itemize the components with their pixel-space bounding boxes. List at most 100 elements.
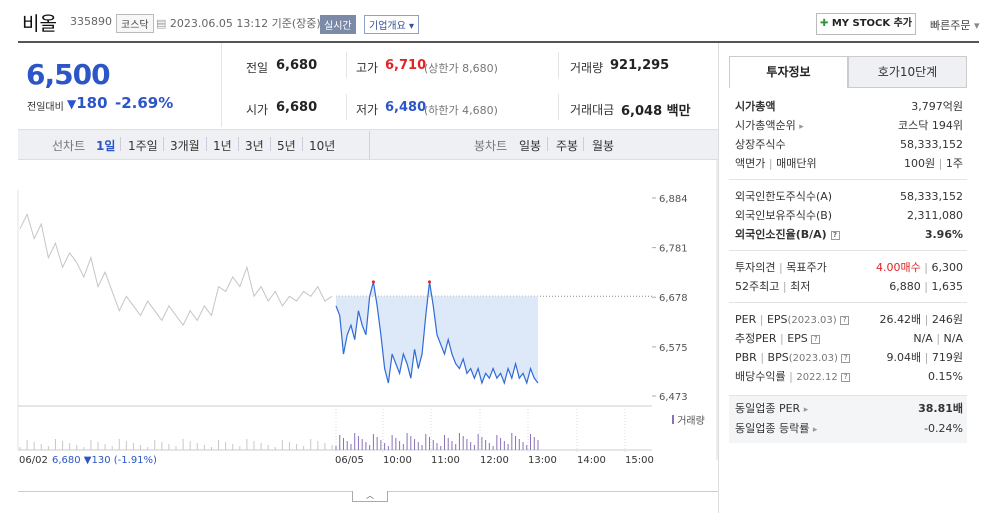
foreign-rate-row: 외국인소진율(B/A) ? 3.96% bbox=[735, 226, 963, 244]
high-value: 6,710 bbox=[385, 58, 427, 73]
period-1d[interactable]: 1일 bbox=[96, 139, 116, 153]
candle-weekly[interactable]: 주봉 bbox=[556, 139, 579, 153]
target-value: 6,300 bbox=[931, 261, 964, 274]
upper-limit: (상한가 8,680) bbox=[424, 62, 498, 75]
y-tick-label: 6,473 bbox=[659, 392, 688, 403]
w52-low-label: 최저 bbox=[790, 280, 811, 293]
divider bbox=[346, 52, 347, 78]
par-row: 액면가 | 매매단위 100원 | 1주 bbox=[735, 157, 963, 170]
unit-label: 매매단위 bbox=[776, 157, 817, 170]
x-tick: 14:00 bbox=[577, 455, 606, 466]
quick-order-button[interactable]: 빠른주문 ▾ bbox=[930, 17, 980, 33]
down-arrow-icon: ▼ bbox=[67, 97, 77, 111]
open-value: 6,680 bbox=[276, 100, 318, 115]
shares-value: 58,333,152 bbox=[900, 138, 963, 151]
today-series bbox=[335, 281, 539, 385]
amount-number: 6,048 bbox=[621, 104, 663, 119]
y-tick-label: 6,781 bbox=[659, 244, 688, 255]
datetime: ▤ 2023.06.05 13:12 기준(장중) bbox=[156, 15, 321, 31]
foreign-rate-label: 외국인소진율(B/A) bbox=[735, 228, 827, 241]
period-1w[interactable]: 1주일 bbox=[128, 139, 158, 153]
divider bbox=[302, 137, 303, 151]
stock-code: 335890 bbox=[70, 15, 112, 28]
divider bbox=[558, 52, 559, 78]
candle-daily[interactable]: 일봉 bbox=[519, 139, 542, 153]
divider bbox=[729, 179, 967, 180]
eps-year: (2023.03) bbox=[787, 315, 837, 326]
sector-per-row[interactable]: 동일업종 PER ▸ 38.81배 bbox=[735, 400, 963, 418]
tab-investment-info[interactable]: 투자정보 bbox=[729, 56, 848, 88]
eps-label: EPS bbox=[766, 313, 788, 326]
prev-day-series bbox=[19, 213, 333, 327]
help-icon[interactable]: ? bbox=[811, 334, 821, 344]
opinion-label: 투자의견 bbox=[735, 261, 776, 274]
period-3m[interactable]: 3개월 bbox=[170, 139, 200, 153]
sector-chg-row[interactable]: 동일업종 등락률 ▸ -0.24% bbox=[735, 420, 963, 438]
opinion-value: 4.00매수 bbox=[876, 261, 921, 274]
cap-rank-row[interactable]: 시가총액순위 ▸ 코스닥 194위 bbox=[735, 117, 963, 135]
chart-toolbar bbox=[18, 129, 718, 160]
volume-legend-label: 거래량 bbox=[677, 416, 705, 427]
chevron-down-icon: ▾ bbox=[973, 19, 980, 32]
prev-value: 6,680 bbox=[276, 58, 318, 73]
amount-value: 6,048 백만 bbox=[621, 100, 691, 119]
period-10y[interactable]: 10년 bbox=[309, 139, 336, 153]
candle-monthly[interactable]: 월봉 bbox=[592, 139, 615, 153]
amount-unit: 백만 bbox=[666, 104, 691, 119]
pbr-label: PBR bbox=[735, 351, 757, 364]
market-cap-value: 3,797억원 bbox=[911, 100, 963, 113]
chevron-up-icon: ︿ bbox=[366, 491, 374, 500]
divider bbox=[346, 94, 347, 120]
chevron-down-icon: ▾ bbox=[409, 21, 415, 32]
divider bbox=[547, 137, 548, 151]
change-label: 전일대비 bbox=[27, 102, 64, 113]
div-label: 배당수익률 bbox=[735, 370, 786, 383]
par-label: 액면가 bbox=[735, 157, 766, 170]
sector-chg-value: -0.24% bbox=[924, 422, 963, 435]
help-icon[interactable]: ? bbox=[830, 230, 840, 240]
bps-year: (2023.03) bbox=[788, 353, 838, 364]
calendar-icon: ▤ bbox=[156, 17, 167, 30]
period-3y[interactable]: 3년 bbox=[245, 139, 264, 153]
price-change: ▼180 bbox=[67, 94, 108, 112]
est-per-row: 추정PER | EPS ? N/A | N/A bbox=[735, 332, 963, 345]
period-5y[interactable]: 5년 bbox=[277, 139, 296, 153]
shares-label: 상장주식수 bbox=[735, 138, 786, 151]
div-year: 2022.12 bbox=[796, 372, 838, 383]
realtime-badge: 실시간 bbox=[320, 15, 356, 34]
sector-chg-label: 동일업종 등락률 bbox=[735, 422, 810, 435]
plus-icon: ✚ bbox=[819, 18, 829, 29]
help-icon[interactable]: ? bbox=[841, 353, 851, 363]
divider bbox=[270, 137, 271, 151]
quick-order-label: 빠른주문 bbox=[930, 19, 971, 32]
header-divider bbox=[18, 41, 979, 43]
div-value: 0.15% bbox=[928, 370, 963, 383]
market-badge: 코스닥 bbox=[116, 14, 154, 33]
corp-info-button[interactable]: 기업개요 ▾ bbox=[364, 15, 420, 34]
y-tick-label: 6,575 bbox=[659, 343, 688, 354]
chevron-right-icon: ▸ bbox=[812, 425, 818, 435]
cap-rank-label: 시가총액순위 bbox=[735, 119, 796, 132]
foreign-hold-row: 외국인보유주식수(B) 2,311,080 bbox=[735, 207, 963, 225]
foreign-limit-value: 58,333,152 bbox=[900, 190, 963, 203]
x-tick: 10:00 bbox=[383, 455, 412, 466]
foreign-rate-value: 3.96% bbox=[924, 228, 963, 241]
chevron-right-icon: ▸ bbox=[799, 122, 804, 132]
mystock-add-button[interactable]: ✚ MY STOCK 추가 bbox=[816, 13, 916, 35]
market-cap-label: 시가총액 bbox=[735, 100, 776, 113]
x-tick: 12:00 bbox=[480, 455, 509, 466]
help-icon[interactable]: ? bbox=[840, 315, 850, 325]
y-tick-label: 6,678 bbox=[659, 293, 688, 304]
sector-per-label: 동일업종 PER bbox=[735, 402, 801, 415]
period-1y[interactable]: 1년 bbox=[213, 139, 232, 153]
shares-row: 상장주식수 58,333,152 bbox=[735, 136, 963, 154]
foreign-limit-row: 외국인한도주식수(A) 58,333,152 bbox=[735, 188, 963, 206]
foreign-hold-label: 외국인보유주식수(B) bbox=[735, 209, 833, 222]
help-icon[interactable]: ? bbox=[841, 372, 851, 382]
unit-value: 1주 bbox=[945, 157, 963, 170]
datetime-basis: 기준(장중) bbox=[271, 17, 321, 30]
tab-order-book[interactable]: 호가10단계 bbox=[848, 56, 967, 88]
collapse-button[interactable]: ︿ bbox=[352, 491, 388, 502]
opinion-row: 투자의견 | 목표주가 4.00매수 | 6,300 bbox=[735, 261, 964, 274]
volume-label: 거래량 bbox=[570, 61, 604, 75]
